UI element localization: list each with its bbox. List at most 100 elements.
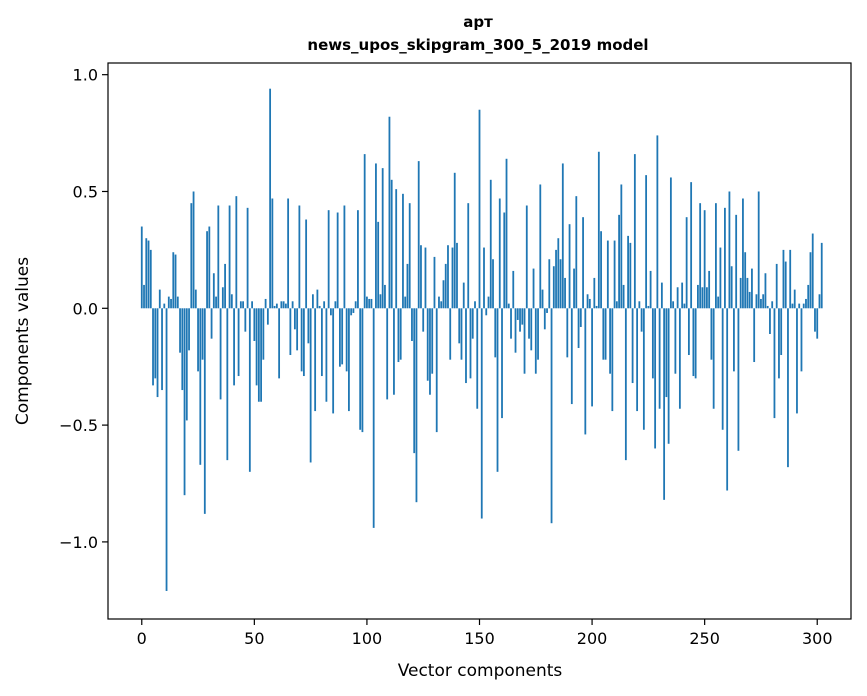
bar-component-50 xyxy=(253,308,256,341)
bar-component-136 xyxy=(447,245,449,309)
bar-component-113 xyxy=(395,189,398,309)
y-tick-label: 0.5 xyxy=(73,182,98,201)
bar-component-143 xyxy=(462,282,465,309)
bar-component-231 xyxy=(660,282,663,309)
bar-component-266 xyxy=(739,277,742,309)
bar-component-101 xyxy=(368,298,371,309)
bar-component-298 xyxy=(811,233,814,309)
bar-component-302 xyxy=(820,242,823,309)
bar-component-258 xyxy=(721,308,724,430)
bar-component-92 xyxy=(348,308,350,412)
bar-component-156 xyxy=(492,259,494,309)
bar-component-229 xyxy=(656,135,659,309)
bar-component-260 xyxy=(726,308,729,491)
bar-component-79 xyxy=(318,305,321,309)
bar-component-2 xyxy=(145,238,148,309)
bar-component-7 xyxy=(156,308,159,398)
bar-component-100 xyxy=(366,296,368,309)
bar-component-149 xyxy=(476,308,479,409)
bar-component-69 xyxy=(296,308,299,351)
bar-component-38 xyxy=(226,308,229,461)
bar-component-42 xyxy=(235,196,238,309)
bar-component-135 xyxy=(444,263,447,309)
bar-component-137 xyxy=(449,308,452,360)
bar-component-296 xyxy=(807,284,810,309)
bar-component-159 xyxy=(498,198,501,309)
bar-component-196 xyxy=(582,217,584,309)
bar-component-28 xyxy=(203,308,206,514)
bar-component-169 xyxy=(521,308,524,325)
bar-component-244 xyxy=(690,182,693,309)
bar-component-36 xyxy=(221,287,224,309)
x-tick-label: 200 xyxy=(577,629,608,648)
bar-component-217 xyxy=(629,242,632,309)
bar-component-191 xyxy=(570,308,573,405)
bar-component-286 xyxy=(784,261,787,309)
bar-component-181 xyxy=(548,259,551,309)
plot-frame xyxy=(107,62,852,620)
bar-component-8 xyxy=(158,289,161,309)
y-tick-label: 1.0 xyxy=(73,66,98,85)
chart-subtitle: news_upos_skipgram_300_5_2019 model xyxy=(307,36,648,54)
bar-component-47 xyxy=(246,207,249,309)
bar-component-178 xyxy=(541,289,544,309)
bar-component-134 xyxy=(442,280,445,309)
bar-component-180 xyxy=(546,308,548,313)
bar-component-218 xyxy=(631,308,634,384)
bar-component-70 xyxy=(298,205,301,309)
bar-component-153 xyxy=(485,308,488,316)
bar-component-141 xyxy=(458,308,461,344)
bar-component-273 xyxy=(755,294,758,309)
bar-component-71 xyxy=(300,308,303,372)
bar-component-72 xyxy=(302,308,305,377)
bar-component-105 xyxy=(377,221,380,309)
bar-component-214 xyxy=(622,284,625,309)
bar-component-179 xyxy=(543,308,546,330)
bar-component-154 xyxy=(487,296,490,309)
bar-component-68 xyxy=(293,308,296,330)
bar-component-208 xyxy=(609,308,611,374)
bar-component-145 xyxy=(467,203,470,309)
bar-component-120 xyxy=(411,308,413,341)
bar-component-49 xyxy=(251,301,253,309)
bar-component-277 xyxy=(764,273,767,309)
bar-component-253 xyxy=(710,308,713,360)
bar-component-236 xyxy=(672,301,675,309)
bar-component-206 xyxy=(604,308,607,360)
bar-component-4 xyxy=(149,249,152,309)
bar-component-121 xyxy=(413,308,416,454)
bar-component-139 xyxy=(453,172,456,309)
bar-component-111 xyxy=(390,179,393,309)
bar-component-223 xyxy=(642,308,645,430)
bar-component-235 xyxy=(669,177,672,309)
bar-component-114 xyxy=(397,308,400,363)
bar-component-252 xyxy=(708,270,711,309)
bar-component-290 xyxy=(793,289,796,309)
bar-component-3 xyxy=(147,240,150,309)
bar-component-128 xyxy=(429,308,431,395)
bar-component-133 xyxy=(440,301,443,309)
bar-component-274 xyxy=(757,191,760,309)
bar-component-275 xyxy=(760,298,762,309)
bar-component-292 xyxy=(798,303,801,309)
bar-component-126 xyxy=(424,247,427,309)
bar-component-17 xyxy=(179,308,181,353)
bar-component-215 xyxy=(624,308,627,461)
bar-component-150 xyxy=(478,109,481,309)
bar-component-192 xyxy=(573,268,575,309)
bar-component-220 xyxy=(636,308,639,412)
bar-component-94 xyxy=(352,308,355,313)
bar-component-289 xyxy=(791,303,794,309)
bar-component-130 xyxy=(433,256,436,309)
bar-component-112 xyxy=(393,308,395,395)
bar-component-263 xyxy=(733,308,735,372)
bar-component-116 xyxy=(402,193,404,309)
bar-component-151 xyxy=(480,308,483,519)
bar-component-62 xyxy=(280,301,283,309)
bar-component-0 xyxy=(140,226,143,309)
bar-component-187 xyxy=(561,163,564,309)
bar-component-129 xyxy=(431,308,434,374)
bar-component-140 xyxy=(456,242,458,309)
bar-component-58 xyxy=(271,198,274,309)
